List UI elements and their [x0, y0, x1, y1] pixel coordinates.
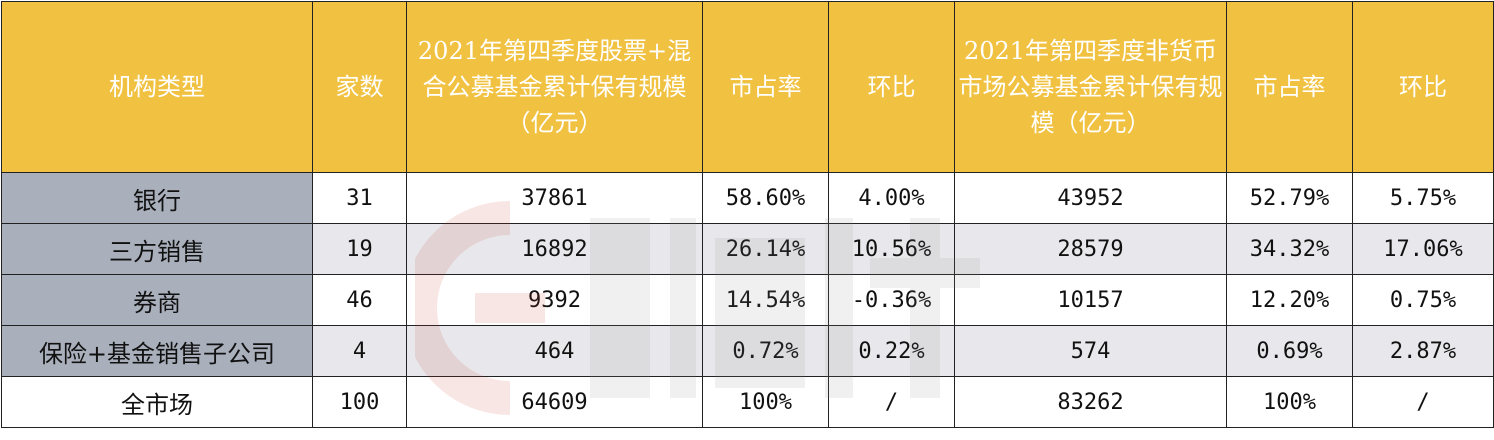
nonmoney-scale-cell: 574	[954, 325, 1227, 377]
count-cell: 100	[312, 376, 407, 428]
table-row: 三方销售 19 16892 26.14% 10.56% 28579 34.32%…	[1, 223, 1494, 275]
table-row: 全市场 100 64609 100% / 83262 100% /	[1, 376, 1494, 428]
institution-type-cell: 银行	[1, 172, 313, 224]
header-nonmoney-share: 市占率	[1226, 1, 1353, 173]
equity-qoq-cell: 0.22%	[828, 325, 955, 377]
nonmoney-qoq-cell: /	[1352, 376, 1494, 428]
equity-scale-cell: 9392	[406, 274, 703, 326]
institution-type-cell: 三方销售	[1, 223, 313, 275]
equity-qoq-cell: 10.56%	[828, 223, 955, 275]
nonmoney-qoq-cell: 5.75%	[1352, 172, 1494, 224]
equity-scale-cell: 16892	[406, 223, 703, 275]
institution-type-cell: 全市场	[1, 376, 313, 428]
equity-qoq-cell: 4.00%	[828, 172, 955, 224]
table-row: 保险+基金销售子公司 4 464 0.72% 0.22% 574 0.69% 2…	[1, 325, 1494, 377]
equity-scale-cell: 464	[406, 325, 703, 377]
header-equity-share: 市占率	[702, 1, 829, 173]
nonmoney-scale-cell: 43952	[954, 172, 1227, 224]
nonmoney-share-cell: 52.79%	[1226, 172, 1353, 224]
nonmoney-share-cell: 34.32%	[1226, 223, 1353, 275]
count-cell: 46	[312, 274, 407, 326]
count-cell: 4	[312, 325, 407, 377]
table-row: 银行 31 37861 58.60% 4.00% 43952 52.79% 5.…	[1, 172, 1494, 224]
nonmoney-share-cell: 100%	[1226, 376, 1353, 428]
table-row: 券商 46 9392 14.54% -0.36% 10157 12.20% 0.…	[1, 274, 1494, 326]
equity-qoq-cell: /	[828, 376, 955, 428]
header-count: 家数	[312, 1, 407, 173]
header-equity-qoq: 环比	[828, 1, 955, 173]
institution-type-cell: 券商	[1, 274, 313, 326]
count-cell: 31	[312, 172, 407, 224]
equity-share-cell: 58.60%	[702, 172, 829, 224]
equity-share-cell: 14.54%	[702, 274, 829, 326]
institution-type-cell: 保险+基金销售子公司	[1, 325, 313, 377]
nonmoney-share-cell: 12.20%	[1226, 274, 1353, 326]
equity-share-cell: 100%	[702, 376, 829, 428]
header-row: 机构类型 家数 2021年第四季度股票+混合公募基金累计保有规模（亿元） 市占率…	[1, 1, 1494, 173]
equity-scale-cell: 64609	[406, 376, 703, 428]
nonmoney-scale-cell: 83262	[954, 376, 1227, 428]
nonmoney-scale-cell: 28579	[954, 223, 1227, 275]
nonmoney-qoq-cell: 0.75%	[1352, 274, 1494, 326]
nonmoney-qoq-cell: 2.87%	[1352, 325, 1494, 377]
header-nonmoney-scale: 2021年第四季度非货币市场公募基金累计保有规模（亿元）	[954, 1, 1227, 173]
header-institution-type: 机构类型	[1, 1, 313, 173]
equity-share-cell: 26.14%	[702, 223, 829, 275]
equity-scale-cell: 37861	[406, 172, 703, 224]
count-cell: 19	[312, 223, 407, 275]
fund-holdings-table: 机构类型 家数 2021年第四季度股票+混合公募基金累计保有规模（亿元） 市占率…	[1, 1, 1494, 428]
nonmoney-share-cell: 0.69%	[1226, 325, 1353, 377]
header-equity-scale: 2021年第四季度股票+混合公募基金累计保有规模（亿元）	[406, 1, 703, 173]
header-nonmoney-qoq: 环比	[1352, 1, 1494, 173]
nonmoney-scale-cell: 10157	[954, 274, 1227, 326]
equity-qoq-cell: -0.36%	[828, 274, 955, 326]
equity-share-cell: 0.72%	[702, 325, 829, 377]
nonmoney-qoq-cell: 17.06%	[1352, 223, 1494, 275]
